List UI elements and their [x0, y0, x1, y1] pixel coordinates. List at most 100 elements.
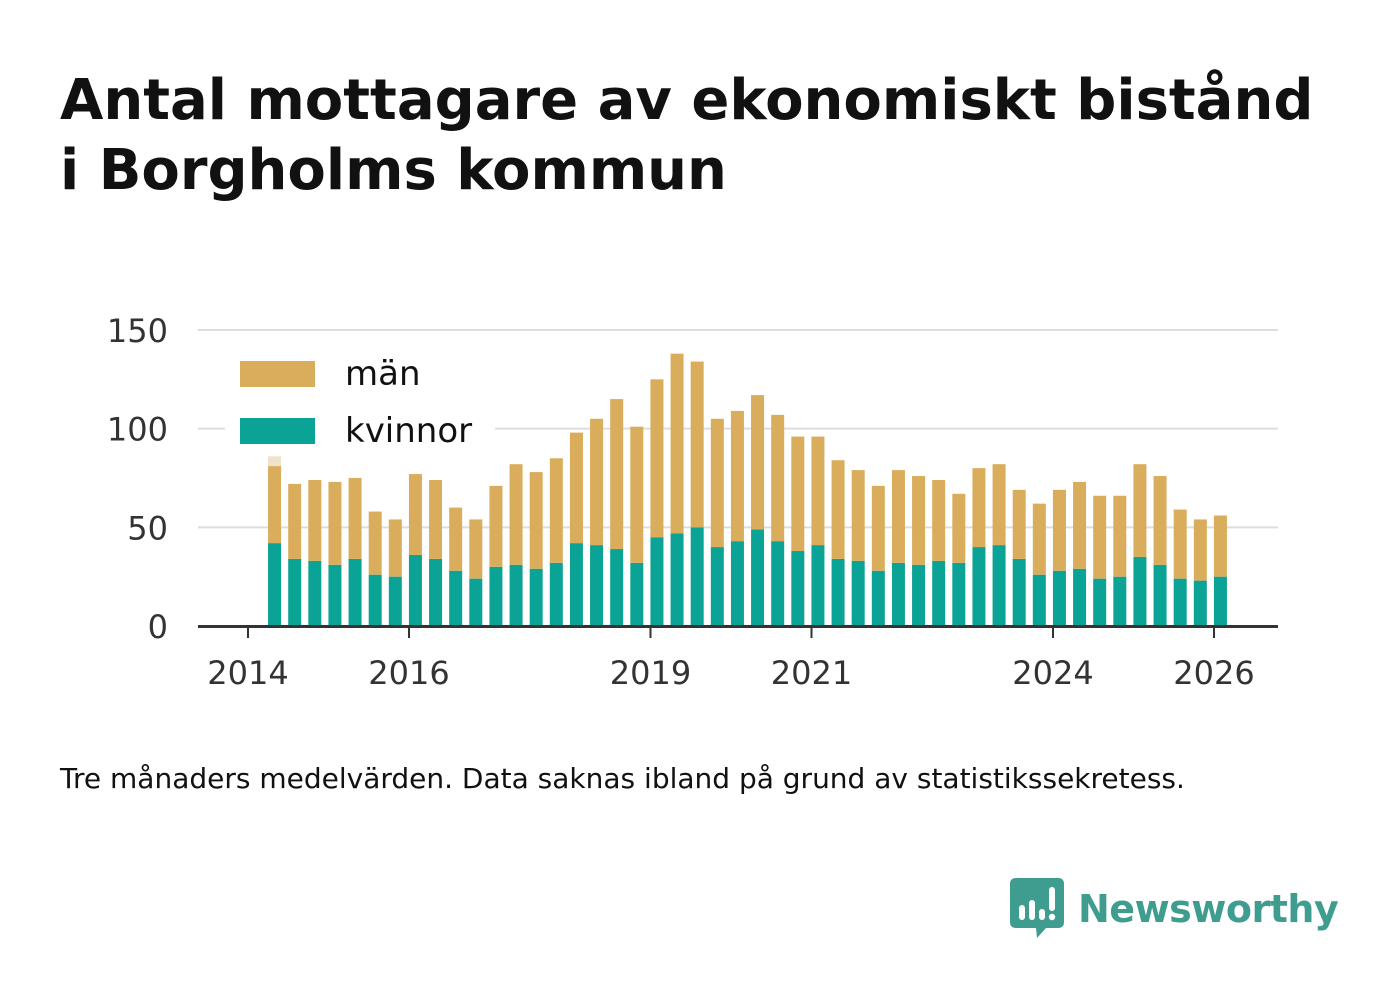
- bar-man: [891, 470, 905, 563]
- bar-man: [650, 379, 664, 538]
- bar-kvinnor: [670, 533, 684, 626]
- bar-man: [549, 458, 563, 563]
- bar-man: [831, 460, 845, 559]
- bar-man: [408, 474, 422, 555]
- bar-man: [1173, 509, 1187, 579]
- bar-kvinnor: [268, 543, 282, 626]
- bar-kvinnor: [891, 562, 905, 626]
- bar-kvinnor: [288, 558, 302, 626]
- bar-kvinnor: [368, 574, 382, 626]
- bar-man: [952, 493, 966, 563]
- bar-kvinnor: [871, 570, 885, 626]
- brand: Newsworthy: [1010, 878, 1339, 940]
- legend: män kvinnor: [225, 354, 495, 451]
- bar-man: [972, 468, 986, 548]
- bar-man: [1052, 489, 1066, 571]
- bar-kvinnor: [730, 541, 744, 626]
- bar-kvinnor: [449, 570, 463, 626]
- bar-man: [388, 519, 402, 577]
- bar-kvinnor: [771, 541, 785, 626]
- bar-kvinnor: [610, 549, 624, 626]
- bar-man: [489, 485, 503, 567]
- legend-swatch: [240, 361, 315, 387]
- bar-man: [1032, 503, 1046, 575]
- bar-man: [630, 426, 644, 563]
- bar-kvinnor: [549, 562, 563, 626]
- x-tick-label: 2026: [1173, 654, 1254, 692]
- bar-kvinnor: [308, 560, 322, 626]
- bar-man: [670, 353, 684, 534]
- bar-kvinnor: [912, 564, 926, 626]
- bar-kvinnor: [469, 578, 483, 626]
- bar-kvinnor: [1133, 556, 1147, 626]
- bar-man: [529, 472, 543, 569]
- bar-kvinnor: [1113, 576, 1127, 626]
- bars: [268, 353, 1227, 626]
- bar-man: [1133, 464, 1147, 557]
- bar-man: [368, 511, 382, 575]
- x-axis-ticks: 2014 2016 2019 2021 2024 2026: [207, 626, 1255, 692]
- bar-kvinnor: [851, 560, 865, 626]
- bar-man: [871, 485, 885, 571]
- bar-kvinnor: [509, 564, 523, 626]
- bar-kvinnor: [1213, 576, 1227, 626]
- y-tick-label: 100: [107, 411, 168, 449]
- legend-swatch: [240, 418, 315, 444]
- bar-kvinnor: [1052, 570, 1066, 626]
- bar-man: [1153, 476, 1167, 565]
- bar-man: [992, 464, 1006, 546]
- bar-kvinnor: [952, 562, 966, 626]
- bar-man: [771, 414, 785, 542]
- bar-kvinnor: [489, 566, 503, 626]
- x-tick-label: 2021: [771, 654, 852, 692]
- bar-man: [730, 410, 744, 542]
- bar-kvinnor: [429, 558, 443, 626]
- bar-man: [590, 418, 604, 546]
- bar-man: [569, 432, 583, 544]
- bar-kvinnor: [529, 568, 543, 626]
- bar-man: [328, 481, 342, 565]
- bar-kvinnor: [569, 543, 583, 626]
- bar-man: [851, 470, 865, 561]
- y-tick-label: 150: [107, 312, 168, 350]
- bar-man: [509, 464, 523, 565]
- bar-kvinnor: [1193, 580, 1207, 626]
- bar-man: [791, 436, 805, 552]
- bar-kvinnor: [328, 564, 342, 626]
- y-axis-ticks: 0 50 100 150: [107, 312, 168, 646]
- x-tick-label: 2016: [368, 654, 449, 692]
- bar-kvinnor: [1093, 578, 1107, 626]
- bar-man: [811, 436, 825, 546]
- bar-man: [610, 399, 624, 550]
- bar-man: [690, 361, 704, 528]
- bar-man: [429, 479, 443, 559]
- x-tick-label: 2019: [610, 654, 691, 692]
- bar-man: [710, 418, 724, 548]
- bar-kvinnor: [590, 545, 604, 626]
- bar-man: [469, 519, 483, 579]
- bar-kvinnor: [811, 545, 825, 626]
- bar-kvinnor: [972, 547, 986, 626]
- bar-man: [1213, 515, 1227, 577]
- bar-kvinnor: [408, 554, 422, 626]
- bar-kvinnor: [831, 558, 845, 626]
- y-tick-label: 0: [148, 608, 168, 646]
- bar-man: [751, 395, 765, 530]
- bar-kvinnor: [1173, 578, 1187, 626]
- x-tick-label: 2014: [207, 654, 288, 692]
- chart-title: Antal mottagare av ekonomiskt bistånd i …: [60, 68, 1314, 203]
- brand-name: Newsworthy: [1078, 887, 1339, 931]
- bar-kvinnor: [1073, 568, 1087, 626]
- bar-kvinnor: [710, 547, 724, 626]
- bar-kvinnor: [650, 537, 664, 626]
- x-tick-label: 2024: [1012, 654, 1093, 692]
- bar-man: [1093, 495, 1107, 579]
- bar-kvinnor: [1032, 574, 1046, 626]
- chart-note: Tre månaders medelvärden. Data saknas ib…: [60, 762, 1185, 795]
- bar-kvinnor: [690, 527, 704, 626]
- bar-kvinnor: [1153, 564, 1167, 626]
- y-tick-label: 50: [127, 509, 168, 547]
- bar-kvinnor: [751, 529, 765, 626]
- bar-man: [308, 479, 322, 561]
